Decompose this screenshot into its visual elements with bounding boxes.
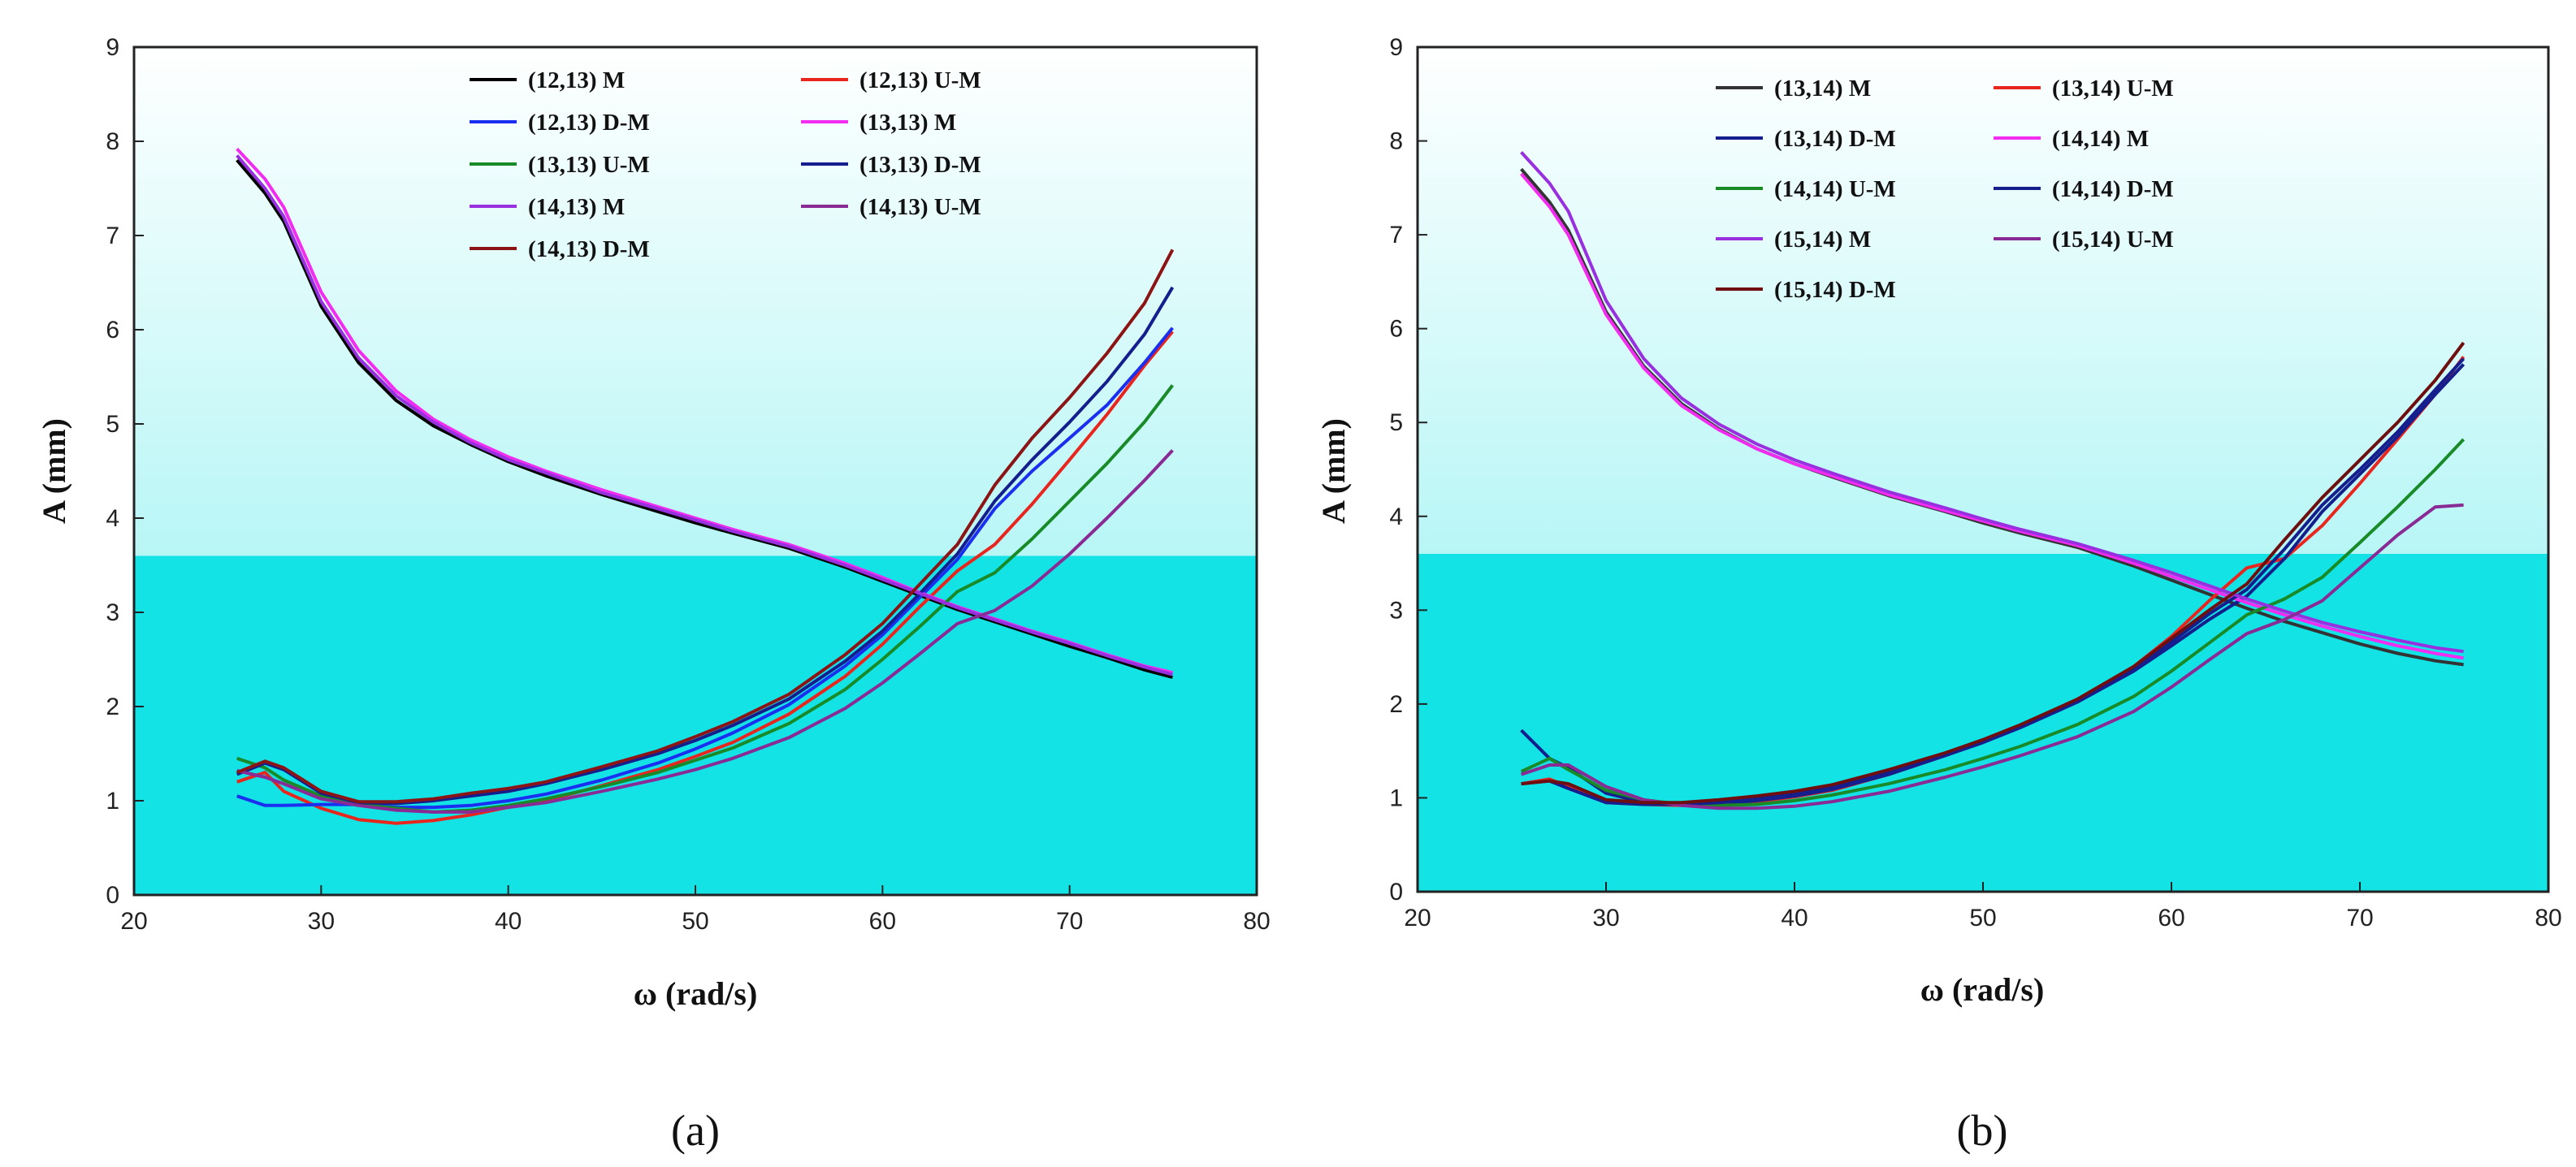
x-tick-label: 70 xyxy=(1056,908,1083,935)
legend-label: (12,13) D-M xyxy=(528,110,650,136)
y-tick-label: 8 xyxy=(1389,128,1403,155)
y-tick-label: 5 xyxy=(1389,409,1403,436)
series-line-15-14-d-m xyxy=(1521,341,2466,805)
plot-area-background xyxy=(1418,47,2548,892)
x-axis-label: ω (rad/s) xyxy=(1920,971,2045,1008)
x-axis-ticks: 20 30 40 50 60 70 80 xyxy=(120,885,1271,935)
y-axis-label: A (mm) xyxy=(1315,418,1352,524)
y-tick-label: 3 xyxy=(106,599,119,626)
x-tick-label: 20 xyxy=(1404,905,1431,931)
y-tick-label: 9 xyxy=(1389,34,1403,61)
x-tick-label: 40 xyxy=(1781,905,1808,931)
series-group xyxy=(236,147,1175,825)
legend: (12,13) M (12,13) U-M (12,13) D-M (13,13) M… xyxy=(470,67,981,262)
series-line-14-13-d-m xyxy=(236,249,1175,804)
y-tick-label: 6 xyxy=(106,317,119,344)
x-tick-label: 30 xyxy=(308,908,335,935)
series-group xyxy=(1520,151,2466,810)
legend-label: (12,13) M xyxy=(528,67,625,93)
legend-label: (15,14) U-M xyxy=(2052,227,2174,253)
y-axis-ticks: 0 1 2 3 4 5 6 7 8 9 xyxy=(106,34,144,909)
x-tick-label: 20 xyxy=(120,908,147,935)
legend-label: (13,14) U-M xyxy=(2052,76,2174,102)
y-tick-label: 7 xyxy=(1389,222,1403,249)
panel-label: (a) xyxy=(671,1106,720,1155)
series-line-15-14-u-m xyxy=(1520,503,2464,810)
x-tick-label: 60 xyxy=(869,908,896,935)
y-tick-label: 5 xyxy=(106,411,119,438)
legend-label: (14,13) M xyxy=(528,194,625,220)
x-tick-label: 80 xyxy=(2535,905,2561,931)
legend: (13,14) M (13,14) U-M (13,14) D-M (14,14) M… xyxy=(1716,76,2174,303)
x-axis-label: ω (rad/s) xyxy=(634,975,758,1012)
y-tick-label: 4 xyxy=(1389,504,1403,530)
series-line-12-13-m xyxy=(236,158,1173,679)
series-line-12-13-u-m xyxy=(236,331,1174,825)
y-tick-label: 0 xyxy=(106,882,119,909)
legend-label: (14,13) U-M xyxy=(859,194,981,220)
y-tick-label: 3 xyxy=(1389,597,1403,624)
legend-label: (14,13) D-M xyxy=(528,236,650,262)
y-tick-label: 9 xyxy=(106,34,119,61)
y-axis-ticks: 0 1 2 3 4 5 6 7 8 9 xyxy=(1389,34,1427,906)
y-tick-label: 2 xyxy=(106,694,119,720)
panel-label: (b) xyxy=(1957,1106,2008,1155)
y-tick-label: 2 xyxy=(1389,691,1403,718)
legend-label: (13,14) M xyxy=(1774,76,1871,102)
series-line-14-13-m xyxy=(236,154,1173,676)
y-tick-label: 0 xyxy=(1389,879,1403,906)
series-line-14-13-u-m xyxy=(236,449,1174,814)
legend-label: (14,14) M xyxy=(2052,126,2149,152)
x-tick-label: 30 xyxy=(1592,905,1619,931)
x-tick-label: 60 xyxy=(2158,905,2184,931)
y-tick-label: 1 xyxy=(1389,784,1403,811)
y-tick-label: 1 xyxy=(106,788,119,815)
y-tick-label: 4 xyxy=(106,505,119,532)
plot-frame xyxy=(132,45,1258,897)
x-axis-ticks: 20 30 40 50 60 70 80 xyxy=(1404,882,2562,931)
legend-label: (15,14) D-M xyxy=(1774,277,1896,303)
legend-label: (14,14) U-M xyxy=(1774,176,1896,202)
series-line-15-14-m xyxy=(1520,151,2464,654)
plot-frame xyxy=(1416,45,2550,893)
y-tick-label: 7 xyxy=(106,223,119,249)
y-axis-label: A (mm) xyxy=(36,418,72,524)
x-tick-label: 50 xyxy=(1969,905,1996,931)
y-tick-label: 8 xyxy=(106,128,119,155)
plot-area-background xyxy=(134,47,1257,895)
x-tick-label: 40 xyxy=(495,908,522,935)
legend-label: (13,14) D-M xyxy=(1774,126,1896,152)
legend-label: (13,13) U-M xyxy=(528,152,650,178)
legend-label: (13,13) D-M xyxy=(859,152,981,178)
legend-label: (12,13) U-M xyxy=(859,67,981,93)
legend-label: (14,14) D-M xyxy=(2052,176,2174,202)
series-line-14-14-m xyxy=(1520,172,2464,660)
x-tick-label: 80 xyxy=(1243,908,1270,935)
x-tick-label: 50 xyxy=(682,908,708,935)
x-tick-label: 70 xyxy=(2346,905,2373,931)
legend-label: (15,14) M xyxy=(1774,227,1871,253)
legend-label: (13,13) M xyxy=(859,110,956,136)
y-tick-label: 6 xyxy=(1389,316,1403,343)
